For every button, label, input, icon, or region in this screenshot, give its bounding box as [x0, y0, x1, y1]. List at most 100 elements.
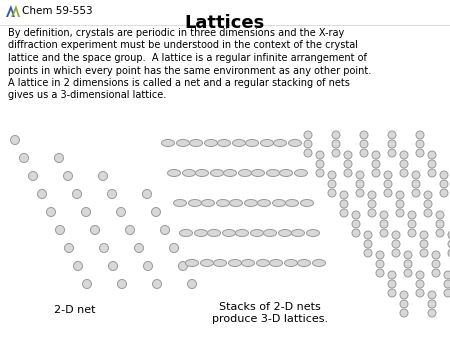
Circle shape: [448, 231, 450, 239]
Circle shape: [90, 225, 99, 235]
Circle shape: [126, 225, 135, 235]
Circle shape: [352, 220, 360, 228]
Circle shape: [372, 169, 380, 177]
Circle shape: [428, 300, 436, 308]
Circle shape: [428, 291, 436, 299]
Circle shape: [400, 160, 408, 168]
Circle shape: [364, 231, 372, 239]
Circle shape: [352, 211, 360, 219]
Circle shape: [388, 140, 396, 148]
Circle shape: [440, 180, 448, 188]
Circle shape: [316, 169, 324, 177]
Ellipse shape: [235, 230, 248, 237]
Circle shape: [416, 140, 424, 148]
Circle shape: [360, 149, 368, 157]
Circle shape: [416, 149, 424, 157]
Circle shape: [408, 220, 416, 228]
Ellipse shape: [222, 230, 235, 237]
Circle shape: [444, 271, 450, 279]
Ellipse shape: [207, 230, 220, 237]
Circle shape: [63, 171, 72, 180]
Circle shape: [72, 190, 81, 198]
Circle shape: [396, 209, 404, 217]
Circle shape: [420, 249, 428, 257]
Circle shape: [108, 262, 117, 270]
Text: Stacks of 2-D nets
produce 3-D lattices.: Stacks of 2-D nets produce 3-D lattices.: [212, 302, 328, 323]
Circle shape: [424, 209, 432, 217]
Circle shape: [392, 231, 400, 239]
Circle shape: [444, 280, 450, 288]
Circle shape: [352, 229, 360, 237]
Circle shape: [412, 171, 420, 179]
Circle shape: [376, 269, 384, 277]
Circle shape: [380, 211, 388, 219]
Circle shape: [428, 169, 436, 177]
Circle shape: [54, 153, 63, 163]
Ellipse shape: [174, 199, 186, 207]
Circle shape: [392, 249, 400, 257]
Circle shape: [384, 189, 392, 197]
Circle shape: [179, 262, 188, 270]
Text: By definition, crystals are periodic in three dimensions and the X-ray: By definition, crystals are periodic in …: [8, 28, 344, 38]
Ellipse shape: [251, 230, 264, 237]
Circle shape: [340, 191, 348, 199]
Circle shape: [360, 131, 368, 139]
Circle shape: [344, 151, 352, 159]
Circle shape: [388, 280, 396, 288]
Circle shape: [364, 240, 372, 248]
Circle shape: [117, 280, 126, 289]
Circle shape: [37, 190, 46, 198]
Circle shape: [170, 243, 179, 252]
Circle shape: [420, 231, 428, 239]
Text: diffraction experiment must be understood in the context of the crystal: diffraction experiment must be understoo…: [8, 41, 358, 50]
Ellipse shape: [273, 199, 285, 207]
Circle shape: [424, 191, 432, 199]
Text: Chem 59-553: Chem 59-553: [22, 6, 93, 16]
Circle shape: [28, 171, 37, 180]
Ellipse shape: [224, 169, 237, 176]
Circle shape: [380, 229, 388, 237]
Circle shape: [368, 191, 376, 199]
Circle shape: [424, 200, 432, 208]
Circle shape: [436, 211, 444, 219]
Ellipse shape: [216, 199, 230, 207]
Circle shape: [328, 171, 336, 179]
Circle shape: [328, 180, 336, 188]
Circle shape: [444, 289, 450, 297]
Ellipse shape: [230, 199, 243, 207]
Circle shape: [420, 240, 428, 248]
Ellipse shape: [189, 140, 202, 146]
Circle shape: [372, 160, 380, 168]
Circle shape: [432, 251, 440, 259]
Circle shape: [404, 269, 412, 277]
Text: Lattices: Lattices: [185, 14, 265, 32]
Text: gives us a 3-dimensional lattice.: gives us a 3-dimensional lattice.: [8, 91, 166, 100]
Circle shape: [82, 280, 91, 289]
Circle shape: [404, 251, 412, 259]
Circle shape: [400, 169, 408, 177]
Ellipse shape: [213, 260, 226, 266]
Ellipse shape: [183, 169, 195, 176]
Circle shape: [304, 140, 312, 148]
Circle shape: [400, 300, 408, 308]
Ellipse shape: [252, 169, 265, 176]
Circle shape: [188, 280, 197, 289]
Circle shape: [10, 136, 19, 145]
Circle shape: [416, 271, 424, 279]
Circle shape: [412, 189, 420, 197]
Ellipse shape: [292, 230, 305, 237]
Ellipse shape: [195, 169, 208, 176]
Ellipse shape: [261, 140, 274, 146]
Circle shape: [328, 189, 336, 197]
Circle shape: [144, 262, 153, 270]
Ellipse shape: [257, 199, 270, 207]
Ellipse shape: [242, 260, 255, 266]
Ellipse shape: [167, 169, 180, 176]
Circle shape: [135, 243, 144, 252]
Circle shape: [332, 149, 340, 157]
Ellipse shape: [217, 140, 230, 146]
Ellipse shape: [229, 260, 242, 266]
Text: points in which every point has the same environment as any other point.: points in which every point has the same…: [8, 66, 371, 75]
Circle shape: [368, 209, 376, 217]
Circle shape: [388, 149, 396, 157]
